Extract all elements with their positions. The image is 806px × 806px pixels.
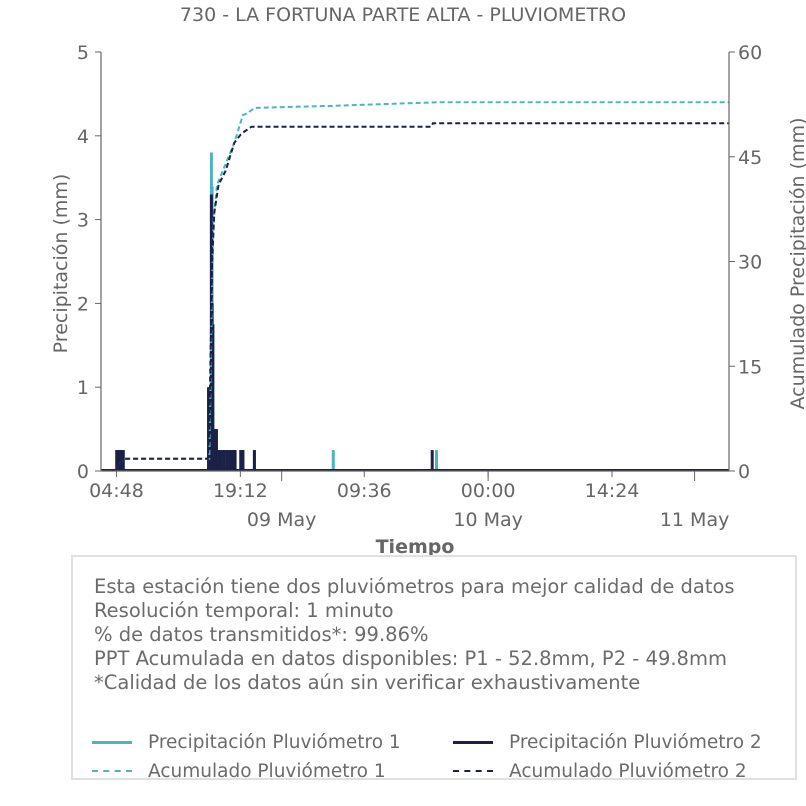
y-axis-label-left: Precipitación (mm) bbox=[50, 174, 72, 354]
y-tick-label-right-0: 0 bbox=[738, 461, 750, 483]
info-line-resolution: Resolución temporal: 1 minuto bbox=[94, 599, 394, 622]
y-tick-label-left-2: 2 bbox=[77, 293, 89, 315]
chart-title: 730 - LA FORTUNA PARTE ALTA - PLUVIOMETR… bbox=[180, 4, 626, 26]
info-line-accumulated: PPT Acumulada en datos disponibles: P1 -… bbox=[94, 647, 727, 670]
legend-item-accum-p1: Acumulado Pluviómetro 1 bbox=[92, 759, 386, 783]
info-line-quality-note: *Calidad de los datos aún sin verificar … bbox=[94, 671, 641, 694]
x-tick-label-1: 04:48 bbox=[89, 480, 144, 502]
info-legend-box: Esta estación tiene dos pluviómetros par… bbox=[71, 555, 797, 783]
legend-item-accum-p2: Acumulado Pluviómetro 2 bbox=[453, 759, 747, 783]
legend-label-precip-p1: Precipitación Pluviómetro 1 bbox=[148, 731, 401, 753]
legend-label-accum-p2: Acumulado Pluviómetro 2 bbox=[509, 760, 747, 782]
legend-swatch-accum-p2 bbox=[453, 770, 493, 772]
x-tick-label-3: 09:36 bbox=[337, 480, 392, 502]
legend-item-precip-p2: Precipitación Pluviómetro 2 bbox=[453, 730, 762, 754]
y-tick-label-right-45: 45 bbox=[738, 147, 762, 169]
info-line-transmitted: % de datos transmitidos*: 99.86% bbox=[94, 623, 429, 646]
info-line-stations: Esta estación tiene dos pluviómetros par… bbox=[94, 575, 735, 598]
y-tick-label-right-60: 60 bbox=[738, 42, 762, 64]
y-tick-label-right-30: 30 bbox=[738, 252, 762, 274]
y-tick-label-left-1: 1 bbox=[77, 377, 89, 399]
legend-swatch-precip-p1 bbox=[92, 740, 132, 744]
y-axis-label-right: Acumulado Precipitación (mm) bbox=[787, 118, 806, 410]
legend-label-accum-p1: Acumulado Pluviómetro 1 bbox=[148, 760, 386, 782]
x-major-tick-label-3: 11 May bbox=[660, 509, 730, 531]
series-3-line bbox=[115, 101, 729, 472]
x-tick-label-4: 00:00 bbox=[461, 480, 516, 502]
x-tick-label-2: 19:12 bbox=[213, 480, 268, 502]
x-tick-label-5: 14:24 bbox=[585, 480, 640, 502]
y-tick-label-left-0: 0 bbox=[77, 461, 89, 483]
legend-label-precip-p2: Precipitación Pluviómetro 2 bbox=[509, 731, 762, 753]
x-axis-label: Tiempo bbox=[376, 536, 455, 558]
legend-swatch-precip-p2 bbox=[453, 740, 493, 744]
x-major-tick-label-2: 10 May bbox=[453, 509, 523, 531]
legend-item-precip-p1: Precipitación Pluviómetro 1 bbox=[92, 730, 401, 754]
y-tick-label-left-4: 4 bbox=[77, 126, 89, 148]
y-tick-label-right-15: 15 bbox=[738, 356, 762, 378]
y-tick-label-left-5: 5 bbox=[77, 42, 89, 64]
x-major-tick-label-1: 09 May bbox=[247, 509, 317, 531]
y-tick-label-left-3: 3 bbox=[77, 210, 89, 232]
legend-swatch-accum-p1 bbox=[92, 770, 132, 772]
